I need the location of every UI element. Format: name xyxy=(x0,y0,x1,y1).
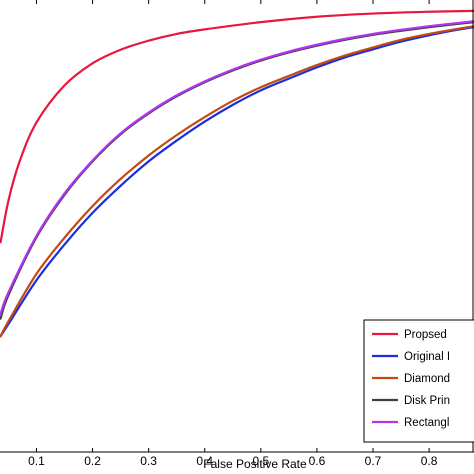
series-line-5 xyxy=(0,20,474,315)
x-tick-label: 0.5 xyxy=(252,454,269,468)
series-line-1 xyxy=(0,9,474,244)
series-line-3 xyxy=(0,25,474,338)
legend-entry: Rectangl xyxy=(404,417,449,429)
x-tick-label: 0.6 xyxy=(309,454,326,468)
x-tick-label: 0.4 xyxy=(196,454,213,468)
series-line-2 xyxy=(0,26,474,338)
x-tick-label: 0.2 xyxy=(84,454,101,468)
legend-entry: Diamond xyxy=(404,373,450,385)
legend: Propsed Original I Diamond Disk Prin Rectang… xyxy=(363,319,474,443)
legend-entry: Propsed xyxy=(404,329,447,341)
legend-entry: Disk Prin xyxy=(404,395,450,407)
legend-entry: Original I xyxy=(404,351,450,363)
x-axis-label: False Positive Rate xyxy=(203,457,307,471)
x-tick-label: 0.1 xyxy=(28,454,45,468)
x-tick-label: 0.8 xyxy=(421,454,438,468)
x-tick-label: 0.3 xyxy=(140,454,157,468)
plot-area xyxy=(0,9,474,338)
x-tick-label: 0.7 xyxy=(365,454,382,468)
